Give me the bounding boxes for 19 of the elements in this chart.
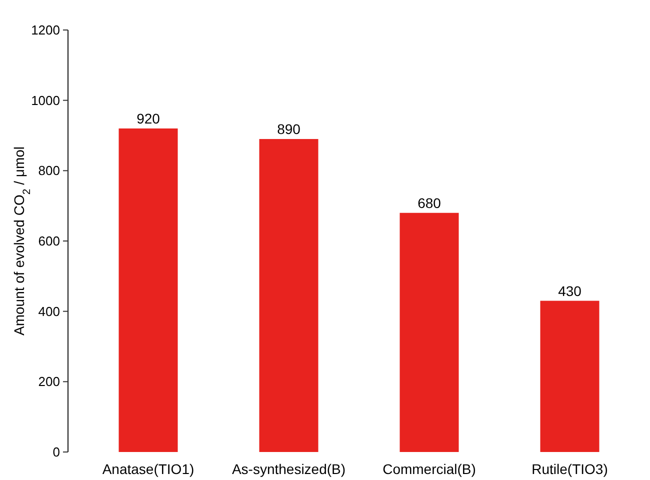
y-tick-label: 0 bbox=[52, 444, 60, 460]
y-tick-label: 200 bbox=[38, 374, 60, 390]
x-tick-label: Rutile(TIO3) bbox=[532, 461, 608, 477]
x-tick-label: Anatase(TIO1) bbox=[102, 461, 194, 477]
bar bbox=[400, 212, 459, 452]
data-label: 430 bbox=[558, 282, 582, 299]
y-tick-label: 800 bbox=[38, 163, 60, 178]
data-label: 890 bbox=[277, 121, 301, 138]
y-tick-label: 600 bbox=[38, 234, 60, 249]
data-label: 680 bbox=[418, 194, 442, 211]
y-tick-label: 1000 bbox=[31, 92, 60, 108]
x-tick-label: As-synthesized(B) bbox=[232, 461, 346, 477]
bar bbox=[118, 128, 178, 452]
data-label: 920 bbox=[136, 110, 160, 126]
y-tick-label: 400 bbox=[38, 304, 60, 319]
y-tick-label: 1200 bbox=[31, 22, 60, 38]
bar bbox=[259, 139, 318, 452]
bar bbox=[540, 300, 600, 452]
x-tick-label: Commercial(B) bbox=[382, 461, 476, 477]
